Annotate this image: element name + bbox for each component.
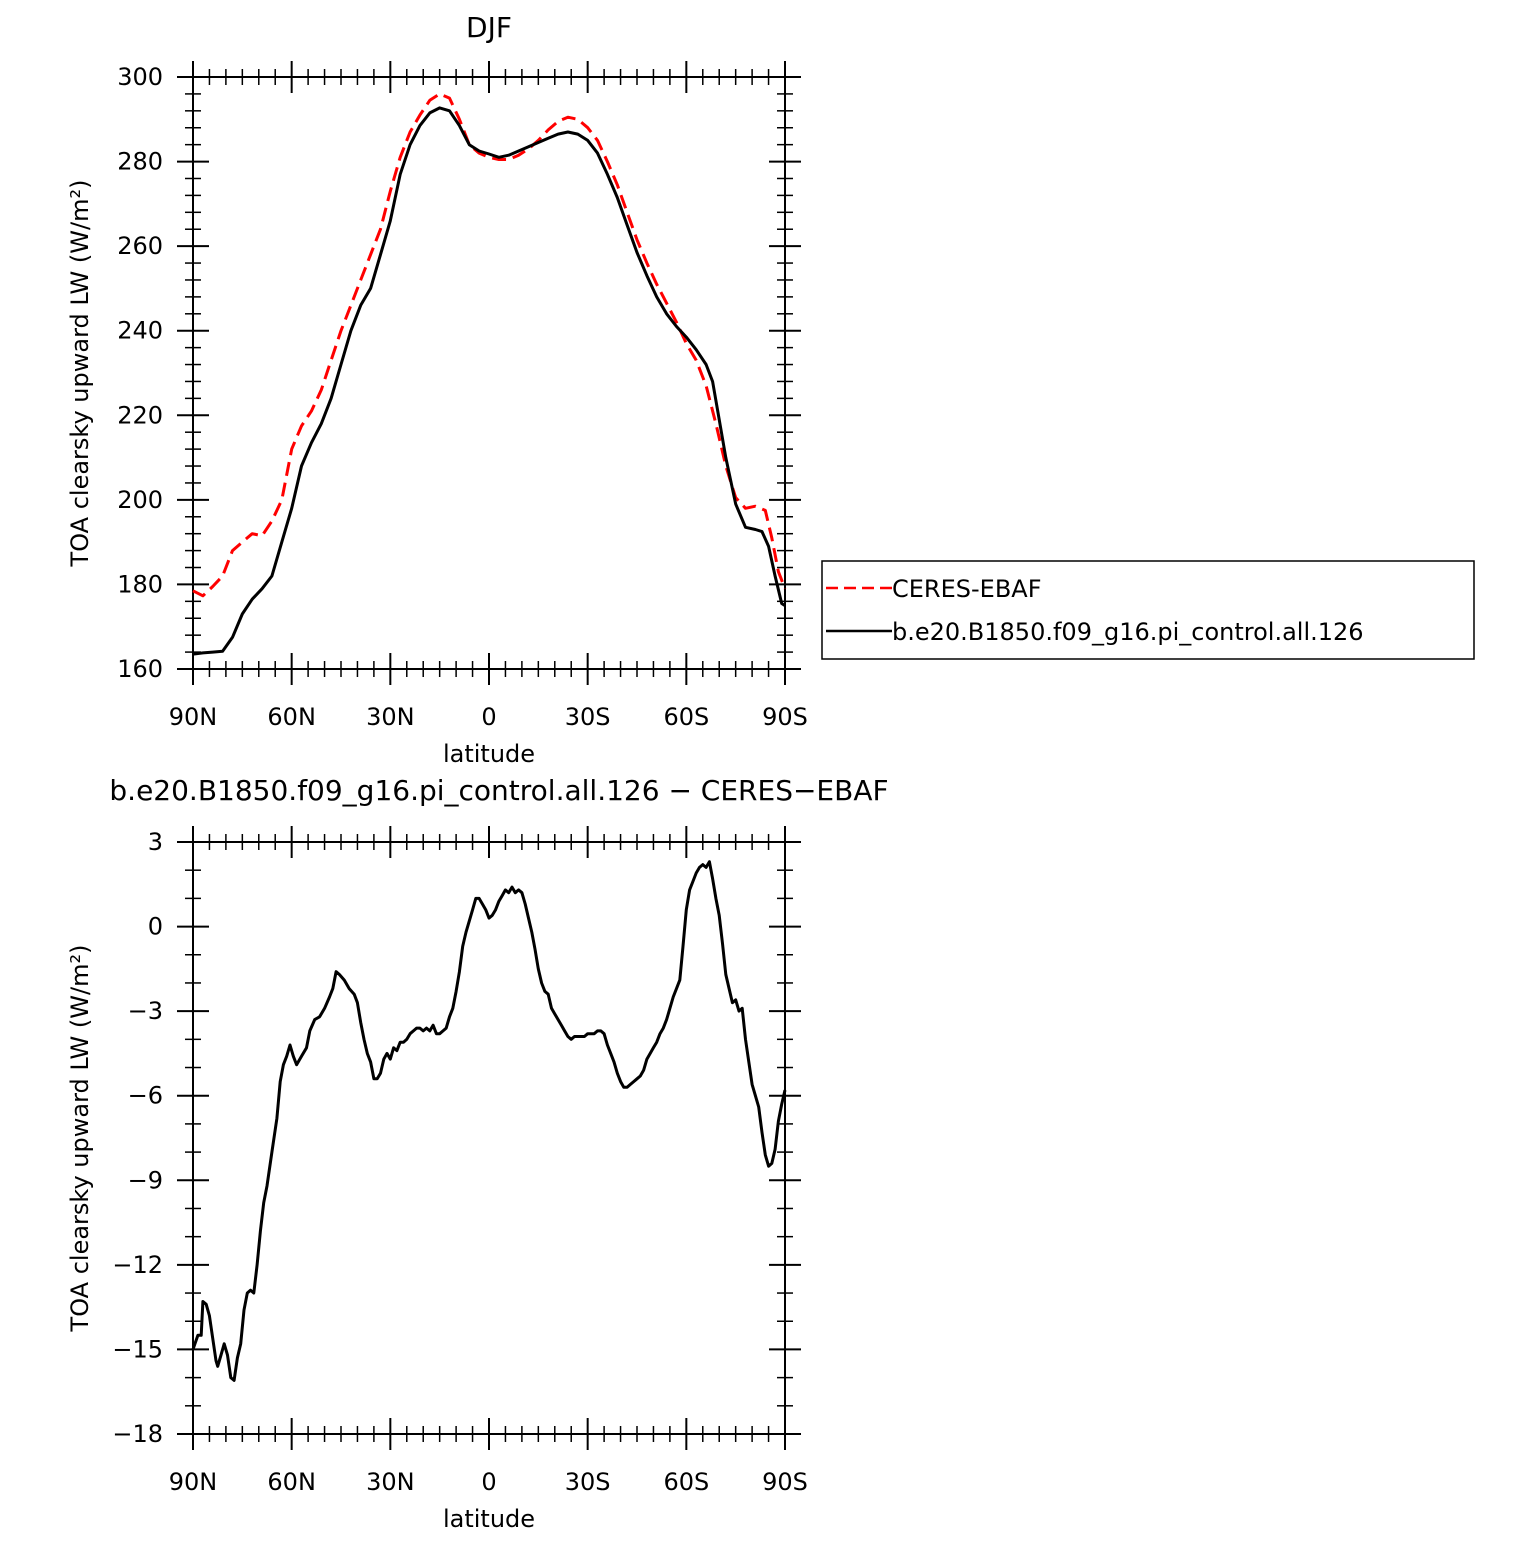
y-tick-label: −18 [112,1420,163,1448]
x-tick-label: 0 [481,1468,496,1496]
y-tick-label: −12 [112,1251,163,1279]
x-tick-label: 90N [169,1468,218,1496]
series-line-model [192,106,786,656]
y-tick-label: 260 [117,232,163,260]
y-ticks: −18 −15 −12 −9 −6 −3 0 3 [112,828,801,1448]
y-ticks: 160 180 200 220 240 260 280 300 [117,63,801,683]
x-tick-label: 90N [169,703,218,731]
x-tick-label: 0 [481,703,496,731]
y-tick-label: −15 [112,1335,163,1363]
panel-title: b.e20.B1850.f09_g16.pi_control.all.126 −… [109,774,888,807]
x-tick-label: 60S [663,703,709,731]
series-line-difference [191,860,787,1382]
y-tick-label: −6 [128,1082,163,1110]
y-tick-label: 0 [148,913,163,941]
legend-label-ceres: CERES-EBAF [892,575,1042,603]
series-group [191,860,787,1382]
plot-frame [192,841,786,1435]
x-tick-label: 30N [366,703,415,731]
y-tick-label: 220 [117,401,163,429]
panel-difference: b.e20.B1850.f09_g16.pi_control.all.126 −… [66,774,889,1533]
x-tick-label: 30N [366,1468,415,1496]
x-ticks: 90N 60N 30N 0 30S 60S 90S [169,61,808,731]
y-tick-label: 200 [117,486,163,514]
x-tick-label: 30S [565,1468,611,1496]
y-tick-label: 160 [117,655,163,683]
panel-title: DJF [466,11,512,44]
x-tick-label: 60N [267,1468,316,1496]
x-tick-label: 60N [267,703,316,731]
y-tick-label: −9 [128,1166,163,1194]
x-tick-label: 90S [762,1468,808,1496]
plot-frame [192,76,786,670]
x-tick-label: 60S [663,1468,709,1496]
legend-box [821,560,1475,660]
y-tick-label: −3 [128,997,163,1025]
x-ticks: 90N 60N 30N 0 30S 60S 90S [169,826,808,1496]
series-group [192,92,787,656]
x-axis-title: latitude [443,740,535,768]
x-tick-label: 90S [762,703,808,731]
y-tick-label: 3 [148,828,163,856]
legend-label-model: b.e20.B1850.f09_g16.pi_control.all.126 [892,618,1364,646]
x-tick-label: 30S [565,703,611,731]
y-tick-label: 280 [117,148,163,176]
y-tick-label: 300 [117,63,163,91]
y-tick-label: 180 [117,570,163,598]
legend: CERES-EBAF b.e20.B1850.f09_g16.pi_contro… [821,560,1475,660]
panel-djf: DJF 160 180 200 220 240 260 280 300 90N 60N 30N 0 3… [66,11,808,768]
series-line-ceres [192,92,787,598]
y-axis-title: TOA clearsky upward LW (W/m²) [66,180,94,568]
y-axis-title: TOA clearsky upward LW (W/m²) [66,945,94,1333]
y-tick-label: 240 [117,317,163,345]
x-axis-title: latitude [443,1505,535,1533]
